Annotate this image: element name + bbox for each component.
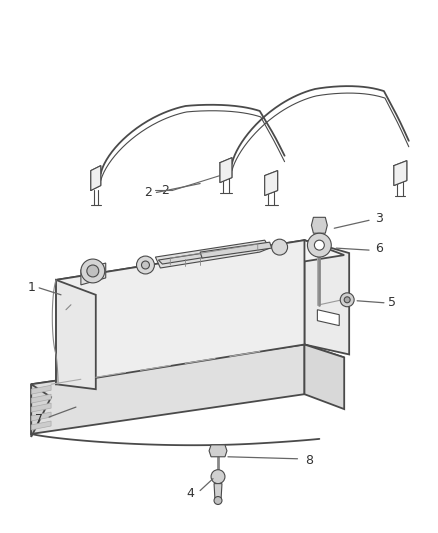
Polygon shape (200, 242, 272, 258)
Polygon shape (81, 263, 106, 285)
Text: 4: 4 (186, 487, 194, 500)
Polygon shape (31, 403, 51, 412)
Polygon shape (214, 483, 222, 500)
Polygon shape (394, 160, 407, 185)
Polygon shape (31, 394, 51, 403)
Polygon shape (31, 385, 51, 394)
Circle shape (272, 239, 288, 255)
Text: 2: 2 (145, 186, 152, 199)
Polygon shape (56, 240, 344, 295)
Text: 2: 2 (162, 184, 169, 197)
Text: 7: 7 (35, 413, 43, 425)
Polygon shape (304, 344, 344, 409)
Text: 1: 1 (27, 281, 35, 294)
Polygon shape (311, 217, 327, 233)
Polygon shape (31, 384, 51, 437)
Polygon shape (31, 421, 51, 430)
Polygon shape (155, 240, 270, 268)
Polygon shape (304, 240, 349, 354)
Circle shape (314, 240, 324, 250)
Polygon shape (159, 244, 264, 264)
Text: 6: 6 (375, 241, 383, 255)
Circle shape (344, 297, 350, 303)
Polygon shape (209, 445, 227, 457)
Text: 5: 5 (388, 296, 396, 309)
Polygon shape (220, 158, 232, 182)
Text: 3: 3 (375, 212, 383, 225)
Circle shape (87, 265, 99, 277)
Polygon shape (31, 344, 304, 434)
Circle shape (340, 293, 354, 307)
Polygon shape (56, 240, 304, 384)
Circle shape (307, 233, 331, 257)
Polygon shape (31, 344, 344, 397)
Circle shape (211, 470, 225, 483)
Polygon shape (56, 280, 96, 389)
Text: 8: 8 (305, 454, 314, 467)
Polygon shape (91, 166, 101, 190)
Polygon shape (31, 412, 51, 421)
Circle shape (81, 259, 105, 283)
Circle shape (141, 261, 149, 269)
Polygon shape (265, 171, 278, 196)
Circle shape (214, 497, 222, 504)
Polygon shape (318, 310, 339, 326)
Circle shape (137, 256, 155, 274)
